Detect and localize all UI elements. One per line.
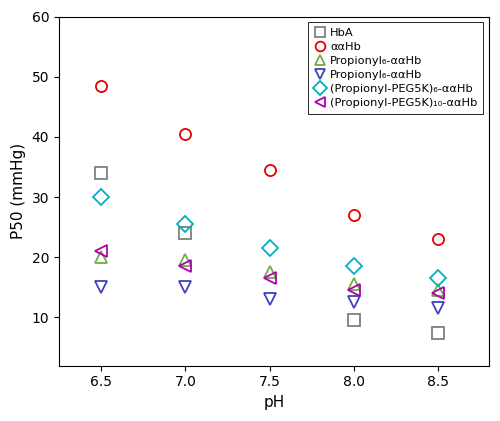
Y-axis label: P50 (mmHg): P50 (mmHg) <box>11 143 26 239</box>
X-axis label: pH: pH <box>264 395 284 410</box>
Legend: HbA, ααHb, Propionyl₆-ααHb, Propionyl₆-ααHb, (Propionyl-PEG5K)₆-ααHb, (Propionyl: HbA, ααHb, Propionyl₆-ααHb, Propionyl₆-α… <box>308 22 483 114</box>
